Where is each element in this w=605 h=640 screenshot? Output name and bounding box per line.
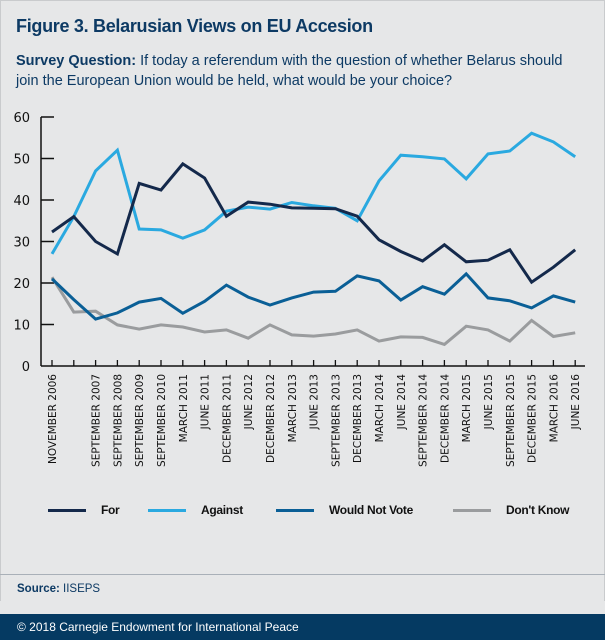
y-axis: 0 10 20 30 40 50 60 [13, 111, 54, 375]
x-tick-label: JUNE 2011 [200, 374, 212, 430]
divider [0, 574, 605, 575]
legend-swatch [453, 508, 491, 512]
x-tick-label: MARCH 2015 [461, 374, 473, 442]
legend-swatch [148, 508, 186, 512]
legend-item: For [48, 503, 120, 517]
line-chart: 0 10 20 30 40 50 60 NOVEMBER 2006 SEPTEMBER 200… [13, 111, 585, 467]
y-tick-label: 0 [22, 360, 30, 375]
legend-item: Against [148, 503, 243, 517]
legend-item: Don't Know [453, 503, 569, 517]
y-tick-label: 10 [13, 319, 30, 334]
legend-label: For [101, 503, 120, 517]
legend-label: Against [201, 503, 243, 517]
x-tick-label: DECEMBER 2011 [221, 374, 233, 463]
x-tick-label: SEPTEMBER 2015 [505, 374, 517, 467]
legend-swatch [276, 508, 314, 512]
series-line-would-not-vote [50, 271, 576, 321]
y-tick-label: 30 [13, 236, 30, 251]
y-tick-label: 40 [13, 194, 30, 209]
legend-swatch [48, 508, 86, 512]
footer-bar: © 2018 Carnegie Endowment for Internatio… [0, 614, 605, 640]
question-label: Survey Question: [16, 53, 137, 69]
source-value: IISEPS [59, 583, 101, 595]
x-tick-label: MARCH 2014 [374, 374, 386, 443]
series-line-against [50, 131, 577, 255]
x-tick-label: DECEMBER 2015 [527, 374, 539, 463]
figure-title: Figure 3. Belarusian Views on EU Accesio… [16, 16, 373, 36]
x-tick-label: SEPTEMBER 2014 [418, 374, 430, 467]
x-tick-label: JUNE 2016 [570, 374, 582, 431]
x-tick-label: MARCH 2011 [178, 374, 190, 442]
x-tick-label: DECEMBER 2012 [265, 374, 277, 463]
x-tick-label: MARCH 2016 [548, 374, 560, 443]
source-note: Source: IISEPS [17, 583, 100, 595]
series-layer [50, 131, 577, 347]
series-line-don-t-know [50, 276, 576, 347]
series-line-for [51, 161, 577, 285]
y-tick-label: 20 [13, 277, 30, 292]
legend-label: Would Not Vote [329, 503, 414, 517]
x-tick-label: JUNE 2013 [309, 374, 321, 430]
legend: For Against Would Not Vote Don't Know [0, 503, 605, 523]
survey-question: Survey Question: If today a referendum w… [16, 51, 586, 91]
x-axis: NOVEMBER 2006 SEPTEMBER 2007 SEPTEMBER 200… [41, 360, 585, 467]
x-tick-label: SEPTEMBER 2008 [112, 374, 124, 467]
x-tick-label: DECEMBER 2013 [352, 374, 364, 463]
question-text: If today a referendum with the question … [16, 53, 563, 89]
x-tick-label: SEPTEMBER 2010 [156, 374, 168, 467]
source-label: Source: [17, 583, 60, 595]
x-tick-label: JUNE 2014 [396, 374, 408, 431]
x-tick-label: DECEMBER 2014 [439, 374, 451, 463]
x-tick-label: SEPTEMBER 2013 [330, 374, 342, 467]
legend-label: Don't Know [506, 503, 570, 517]
x-tick-label: JUNE 2015 [483, 374, 495, 430]
y-tick-label: 50 [13, 153, 30, 168]
y-tick-label: 60 [13, 111, 30, 126]
legend-item: Would Not Vote [276, 503, 413, 517]
x-tick-label: MARCH 2013 [287, 374, 299, 442]
x-tick-label: SEPTEMBER 2007 [91, 374, 103, 467]
x-tick-label: NOVEMBER 2006 [47, 374, 59, 464]
x-tick-label: JUNE 2012 [243, 374, 255, 430]
x-tick-label: SEPTEMBER 2009 [134, 374, 146, 467]
